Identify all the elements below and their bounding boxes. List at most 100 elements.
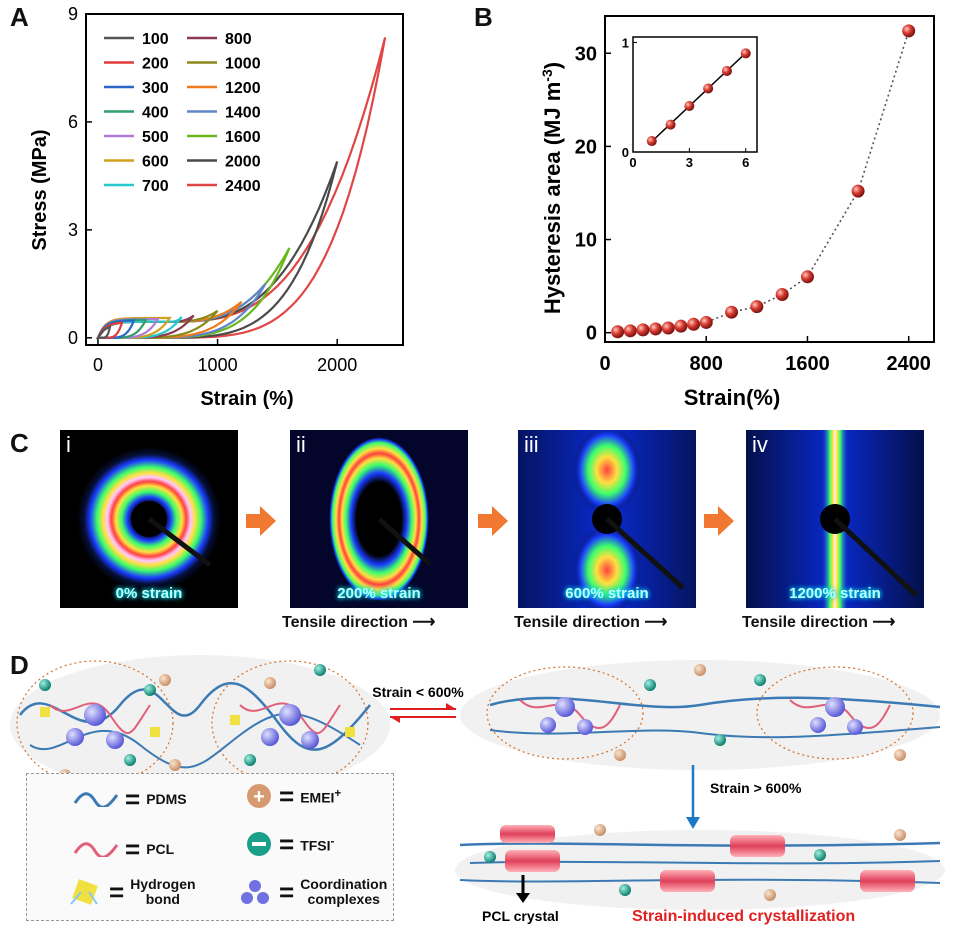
x-axis-label: Strain(%) (684, 385, 781, 410)
y-tick-label: 0 (586, 323, 597, 345)
x-tick-label: 0 (599, 353, 610, 375)
panel-label-d: D (10, 650, 29, 680)
orange-arrow-icon (704, 506, 734, 536)
x-tick-label: 1600 (785, 353, 830, 375)
data-point (611, 325, 625, 339)
legend-text-line: Hydrogen (130, 875, 196, 892)
strain-high-label: Strain > 600% (710, 780, 802, 796)
inset-data-point (740, 48, 751, 59)
coordination-complex-icon (241, 880, 269, 904)
right-arrow-icon: ⟶ (412, 614, 436, 631)
legend-label-500: 500 (142, 129, 169, 146)
orange-arrow-icon (478, 506, 508, 536)
x-tick-label: 0 (93, 355, 103, 375)
data-point (636, 323, 650, 337)
data-point (725, 305, 739, 319)
right-arrow-icon: ⟶ (872, 614, 896, 631)
legend-pdms: = PDMS (73, 786, 187, 812)
pcl-crystal-label: PCL crystal (482, 908, 559, 924)
legend-label-800: 800 (225, 31, 252, 48)
data-point (851, 184, 865, 198)
legend-text: PDMS (146, 791, 187, 807)
y-tick-label: 9 (68, 4, 78, 24)
pdms-chain-icon (73, 792, 119, 807)
orange-arrow-icon (246, 506, 276, 536)
inset-x-tick-label: 6 (742, 155, 749, 170)
data-point (649, 322, 663, 336)
saxs-pattern-i: i 0% strain (60, 430, 238, 608)
legend-label-700: 700 (142, 178, 169, 195)
legend-label-1000: 1000 (225, 56, 261, 73)
cation-icon: + (247, 784, 271, 808)
legend-text: EMEI+ (300, 787, 341, 806)
saxs-pattern-iii: iii 600% strain (518, 430, 696, 608)
tensile-direction-label: Tensile direction ⟶ (742, 612, 895, 632)
legend-tfsi-text: TFSI (300, 837, 331, 854)
saxs-pattern-ii: ii 200% strain (290, 430, 468, 608)
svg-text:+: + (253, 786, 265, 808)
tensile-text: Tensile direction (514, 614, 640, 631)
legend-label-100: 100 (142, 31, 169, 48)
pcl-chain-icon (73, 842, 119, 857)
x-axis-label: Strain (%) (200, 388, 293, 410)
legend-label-600: 600 (142, 154, 169, 171)
scheme-legend: = PDMS + = EMEI+ = PCL = TFSI- = Hydrogen bond… (26, 773, 394, 921)
inset-x-tick-label: 0 (629, 155, 636, 170)
legend-label-2000: 2000 (225, 154, 261, 171)
legend-label-400: 400 (142, 105, 169, 122)
y-axis-label: Hysteresis area (MJ m-3) (539, 62, 565, 314)
y-axis-label-close: ) (540, 62, 565, 69)
inset-fit-line (649, 50, 749, 144)
data-point (687, 317, 701, 331)
strain-label: 0% strain (115, 585, 183, 602)
strain-label: 200% strain (337, 585, 421, 602)
inset-y-tick-label: 1 (622, 35, 629, 50)
y-axis-label: Stress (MPa) (29, 129, 51, 250)
stress-strain-chart: 0 1000 2000 0 3 6 9 100 200 300 400 500 600 700 800 10… (29, 4, 404, 410)
strain-label: 600% strain (565, 585, 649, 602)
y-axis-label-sup: -3 (539, 69, 555, 82)
legend-emei-sup: + (334, 786, 342, 800)
pattern-index: iii (524, 432, 539, 457)
tensile-direction-label: Tensile direction ⟶ (282, 612, 435, 632)
y-tick-label: 3 (68, 220, 78, 240)
x-tick-label: 2000 (317, 355, 357, 375)
inset-data-point (646, 136, 657, 147)
mechanism-scheme: Strain < 600% Strain > 600% PCL crystal … (10, 655, 945, 925)
legend-text: PCL (146, 841, 175, 857)
pattern-index: i (66, 432, 71, 457)
panel-label-b: B (474, 2, 493, 32)
plot-frame (85, 13, 404, 346)
saxs-pattern-iv: iv 1200% strain (746, 430, 924, 608)
x-tick-label: 2400 (886, 353, 931, 375)
data-point (674, 319, 688, 333)
data-point (699, 315, 713, 329)
legend-emei: + = EMEI+ (245, 782, 341, 810)
right-arrow-icon: ⟶ (644, 614, 668, 631)
hydrogen-bond-icon (70, 879, 98, 905)
y-tick-label: 30 (575, 43, 597, 65)
legend-label-1200: 1200 (225, 80, 261, 97)
legend-hydrogen-bond: = Hydrogen bond (67, 874, 196, 910)
x-tick-label: 800 (690, 353, 723, 375)
y-tick-label: 20 (575, 136, 597, 158)
data-point (750, 300, 764, 314)
data-point (623, 324, 637, 338)
y-tick-label: 0 (68, 328, 78, 348)
pattern-index: ii (296, 432, 306, 457)
strain-low-label: Strain < 600% (372, 684, 464, 700)
legend-label-1600: 1600 (225, 129, 261, 146)
legend-tfsi-sup: - (330, 834, 335, 848)
loop-100 (96, 325, 112, 339)
inset-frame (632, 36, 758, 153)
legend-text: TFSI- (300, 835, 334, 854)
legend-label-300: 300 (142, 80, 169, 97)
pattern-index: iv (752, 432, 768, 457)
data-point (661, 321, 675, 335)
inset-data-point (703, 83, 714, 94)
legend-label-2400: 2400 (225, 178, 261, 195)
inset-data-point (665, 119, 676, 130)
inset-data-point (684, 101, 695, 111)
legend-text-line: complexes (307, 891, 380, 907)
inset-y-tick-label: 0 (622, 145, 629, 160)
